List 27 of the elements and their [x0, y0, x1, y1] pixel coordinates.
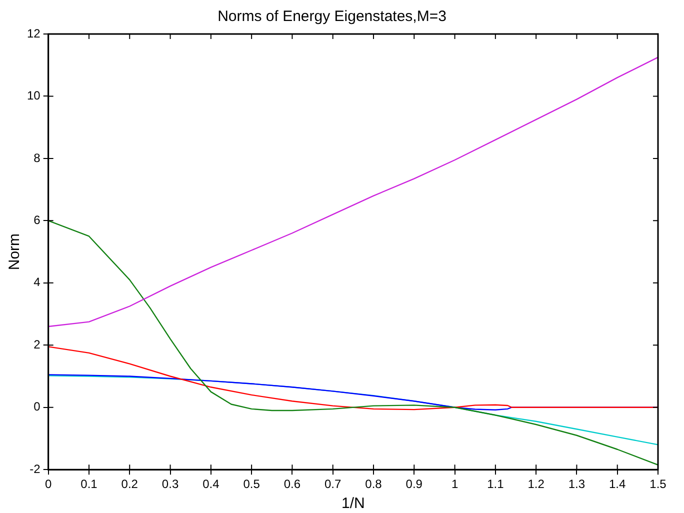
x-tick-label: 1.2	[528, 477, 545, 492]
y-tick-label: 8	[34, 150, 41, 165]
x-tick-label: 0.6	[284, 477, 301, 492]
x-tick-label: 0.8	[365, 477, 382, 492]
x-tick-label: 1.4	[609, 477, 626, 492]
y-axis-title: Norm	[6, 233, 24, 270]
x-tick-label: 0.5	[243, 477, 260, 492]
x-tick-label: 1.5	[650, 477, 667, 492]
x-axis-title: 1/N	[342, 495, 365, 512]
x-tick-label: 0.1	[80, 477, 98, 492]
x-tick-label: 1.1	[487, 477, 504, 492]
x-tick-label: 1.3	[568, 477, 586, 492]
y-tick-label: 12	[26, 26, 41, 40]
y-tick-label: 6	[34, 213, 41, 227]
y-tick-label: -2	[30, 462, 41, 476]
chart-title: Norms of Energy Eigenstates,M=3	[218, 8, 446, 26]
x-tick-label: 0.9	[406, 477, 423, 492]
y-tick-label: 2	[34, 337, 41, 352]
x-tick-label: 1	[451, 477, 458, 492]
x-tick-label: 0	[45, 477, 52, 492]
x-tick-label: 0.7	[324, 477, 342, 492]
y-tick-label: 4	[34, 275, 41, 290]
y-tick-label: 10	[26, 88, 41, 103]
x-tick-label: 0.4	[202, 477, 220, 492]
x-tick-label: 0.2	[121, 477, 138, 492]
y-tick-label: 0	[34, 400, 41, 414]
x-tick-label: 0.3	[162, 477, 179, 492]
